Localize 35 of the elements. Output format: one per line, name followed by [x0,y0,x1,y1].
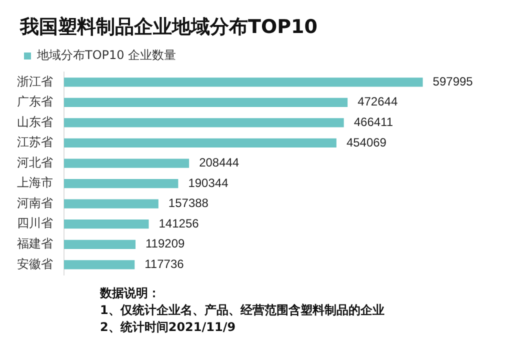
data-label: 208444 [199,156,240,170]
text: 1、仅统计企业名、产品、经营范围含塑料制品的企业 [100,302,386,319]
bar [64,220,149,229]
data-label: 141256 [158,216,200,230]
data-label: 157388 [168,196,209,210]
bar [64,78,423,87]
y-tick-label: 安徽省 [17,256,53,271]
bar [64,199,158,208]
text: 数据说明： [100,285,161,302]
bar [64,158,190,168]
data-label: 472644 [358,94,398,109]
data-label: 466411 [354,115,394,130]
data-label: 454069 [346,135,387,150]
chart-title: 我国塑料制品企业地域分布TOP10 [18,15,318,40]
bar [64,118,344,128]
bar [64,260,135,270]
y-tick-label: 河北省 [17,155,53,170]
y-tick-label: 上海市 [17,176,53,190]
y-tick-label: 四川省 [17,216,53,230]
y-tick-label: 浙江省 [17,74,53,88]
y-tick-label: 福建省 [17,236,53,251]
y-tick-label: 江苏省 [17,135,53,150]
bar [64,138,336,148]
y-tick-label: 广东省 [17,94,53,109]
bar [64,178,178,188]
data-label: 597995 [432,74,474,88]
bar [64,240,136,249]
y-tick-label: 河南省 [17,196,53,210]
text: 2、统计时间2021/11/9 [100,319,237,336]
legend-label: 地域分布TOP10 企业数量 [36,48,176,62]
data-label: 190344 [188,176,229,190]
y-tick-label: 山东省 [17,114,53,129]
bar [64,98,348,107]
data-label: 117736 [144,256,184,271]
data-label: 119209 [146,236,186,251]
